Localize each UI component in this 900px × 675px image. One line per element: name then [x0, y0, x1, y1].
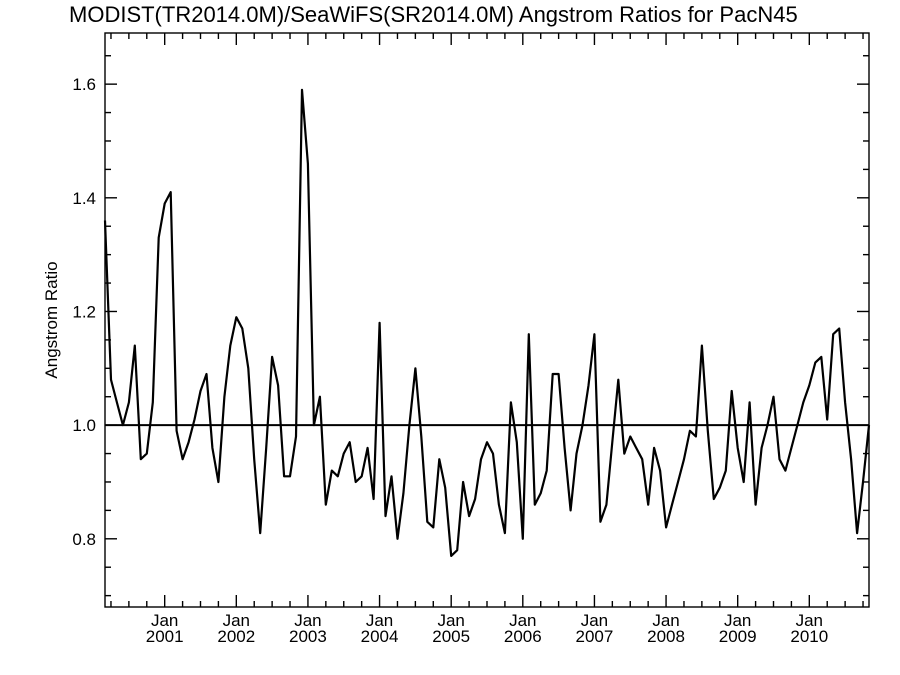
chart-title: MODIST(TR2014.0M)/SeaWiFS(SR2014.0M) Ang… — [69, 2, 798, 27]
y-tick-label: 1.2 — [72, 302, 96, 321]
x-tick-year-label: 2007 — [576, 627, 614, 646]
x-tick-year-label: 2003 — [289, 627, 327, 646]
x-tick-month-label: Jan — [294, 611, 321, 630]
x-tick-year-label: 2010 — [790, 627, 828, 646]
x-tick-year-label: 2005 — [432, 627, 470, 646]
x-tick-year-label: 2008 — [647, 627, 685, 646]
x-tick-month-label: Jan — [724, 611, 751, 630]
x-tick-year-label: 2002 — [217, 627, 255, 646]
y-tick-label: 1.4 — [72, 189, 96, 208]
x-tick-month-label: Jan — [796, 611, 823, 630]
x-axis-ticks: Jan2001Jan2002Jan2003Jan2004Jan2005Jan20… — [110, 33, 864, 646]
y-tick-label: 1.0 — [72, 416, 96, 435]
y-tick-label: 1.6 — [72, 75, 96, 94]
x-tick-month-label: Jan — [509, 611, 536, 630]
x-tick-year-label: 2001 — [146, 627, 184, 646]
x-tick-year-label: 2009 — [719, 627, 757, 646]
y-axis-ticks: 0.8 1.0 1.2 1.4 1.6 — [72, 55, 869, 597]
x-tick-month-label: Jan — [366, 611, 393, 630]
x-tick-year-label: 2006 — [504, 627, 542, 646]
x-tick-month-label: Jan — [581, 611, 608, 630]
x-tick-month-label: Jan — [223, 611, 250, 630]
plot-frame — [104, 32, 870, 608]
x-tick-year-label: 2004 — [361, 627, 399, 646]
x-tick-month-label: Jan — [151, 611, 178, 630]
y-tick-label: 0.8 — [72, 530, 96, 549]
y-axis-label: Angstrom Ratio — [42, 261, 61, 378]
x-tick-month-label: Jan — [437, 611, 464, 630]
x-tick-month-label: Jan — [652, 611, 679, 630]
series-line — [103, 88, 871, 558]
